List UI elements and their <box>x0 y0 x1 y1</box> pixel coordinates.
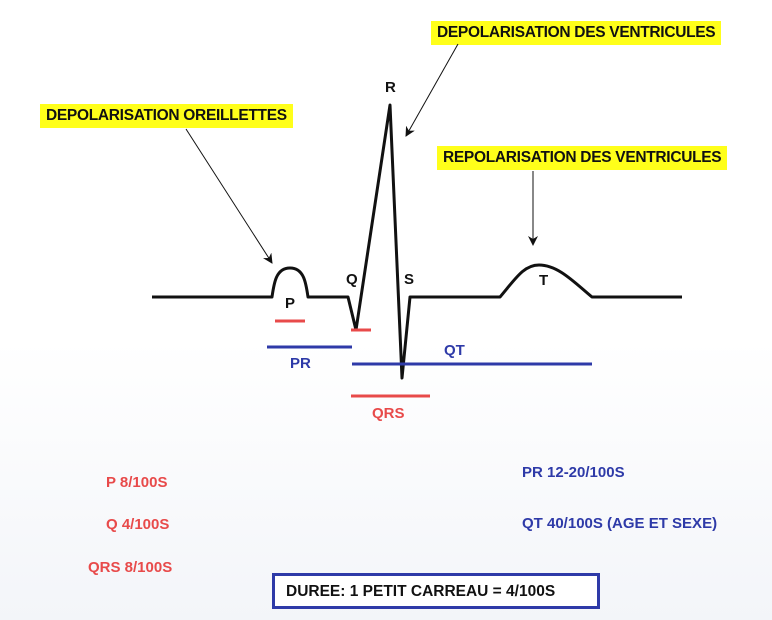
interval-label-qt: QT <box>444 342 465 359</box>
wave-label-p: P <box>285 295 296 312</box>
label-depolarisation-ventricules: DEPOLARISATION DES VENTRICULES <box>431 21 722 45</box>
wave-label-s: S <box>404 271 415 288</box>
duration-qrs: QRS 8/100S <box>88 559 173 576</box>
wave-label-t: T <box>539 272 549 289</box>
arrow-depol-ventricules <box>405 43 459 137</box>
ecg-trace <box>152 103 682 380</box>
wave-label-q: Q <box>346 271 358 288</box>
duration-q: Q 4/100S <box>106 516 170 533</box>
duration-p: P 8/100S <box>106 474 168 491</box>
interval-label-qrs: QRS <box>372 405 405 422</box>
label-depolarisation-oreillettes: DEPOLARISATION OREILLETTES <box>40 104 293 128</box>
duration-qt: QT 40/100S (AGE ET SEXE) <box>522 515 718 532</box>
arrow-oreillettes <box>185 128 273 264</box>
footer-scale-note: DUREE: 1 PETIT CARREAU = 4/100S <box>272 573 600 609</box>
duration-pr: PR 12-20/100S <box>522 464 625 481</box>
interval-label-pr: PR <box>290 355 311 372</box>
wave-label-r: R <box>385 79 396 96</box>
label-repolarisation-ventricules: REPOLARISATION DES VENTRICULES <box>437 146 728 170</box>
